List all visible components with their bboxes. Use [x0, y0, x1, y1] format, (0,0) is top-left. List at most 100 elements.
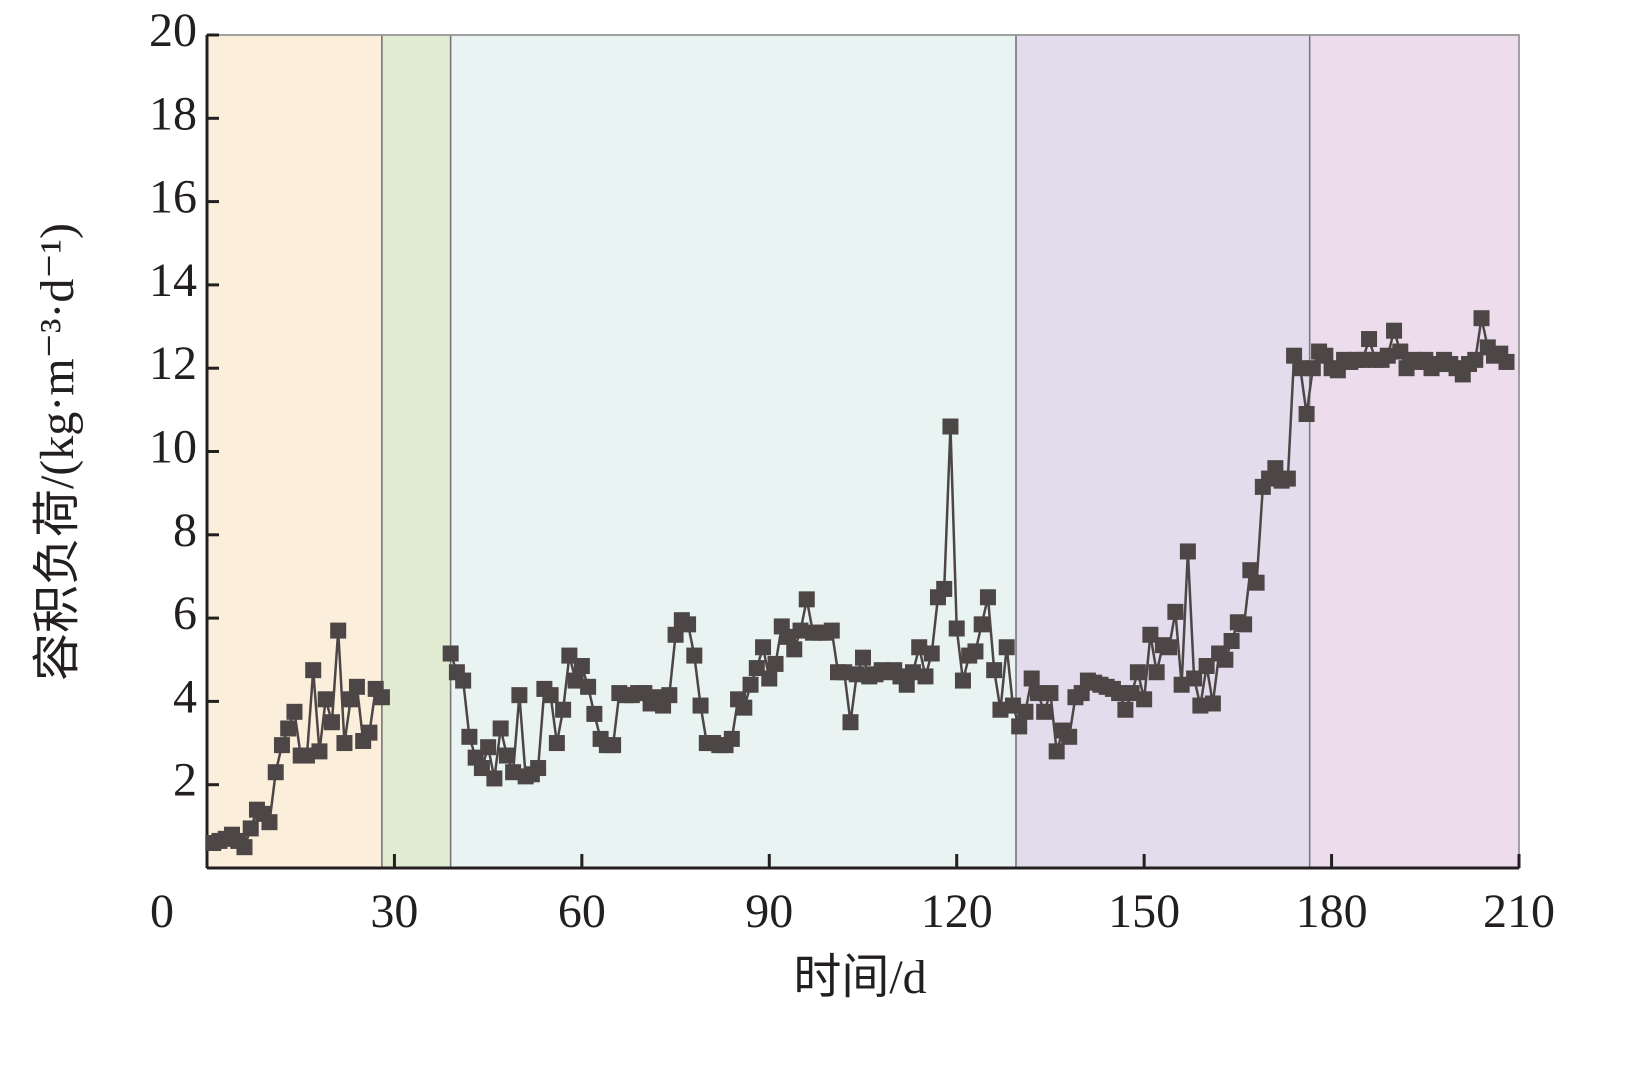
- data-point: [1023, 670, 1040, 687]
- data-point: [998, 639, 1015, 656]
- data-point: [1217, 651, 1234, 668]
- data-point: [323, 714, 340, 731]
- data-point: [580, 678, 597, 695]
- data-point: [1004, 697, 1021, 714]
- x-tick-label: 30: [370, 885, 418, 938]
- data-point: [317, 691, 334, 708]
- data-point: [1048, 743, 1065, 760]
- y-tick-label: 8: [173, 504, 197, 557]
- data-point: [1498, 353, 1515, 370]
- data-point: [486, 770, 503, 787]
- data-point: [280, 720, 297, 737]
- data-point: [992, 701, 1009, 718]
- data-point: [1117, 701, 1134, 718]
- data-point: [1467, 351, 1484, 368]
- data-point: [342, 691, 359, 708]
- data-point: [1386, 322, 1403, 339]
- data-point: [286, 703, 303, 720]
- data-point: [904, 664, 921, 681]
- data-point: [798, 591, 815, 608]
- data-point: [761, 670, 778, 687]
- data-point: [1279, 470, 1296, 487]
- data-point: [1473, 310, 1490, 327]
- data-point: [1036, 703, 1053, 720]
- y-tick-label: 20: [149, 4, 197, 57]
- y-tick-label: 14: [149, 254, 197, 307]
- data-point: [561, 647, 578, 664]
- data-point: [1204, 695, 1221, 712]
- data-point: [1248, 574, 1265, 591]
- data-point: [1392, 343, 1409, 360]
- data-point: [661, 687, 678, 704]
- x-tick-label: 0: [150, 885, 174, 938]
- data-point: [786, 641, 803, 658]
- y-tick-label: 6: [173, 587, 197, 640]
- data-point: [755, 639, 772, 656]
- data-point: [1286, 347, 1303, 364]
- data-point: [548, 735, 565, 752]
- data-point: [1148, 664, 1165, 681]
- x-tick-label: 180: [1296, 885, 1368, 938]
- region: [381, 34, 452, 869]
- data-point: [330, 622, 347, 639]
- data-point: [492, 720, 509, 737]
- data-point: [923, 645, 940, 662]
- data-point: [792, 622, 809, 639]
- data-point: [1029, 685, 1046, 702]
- x-tick-label: 90: [745, 885, 793, 938]
- data-point: [973, 616, 990, 633]
- data-point: [1111, 685, 1128, 702]
- data-point: [567, 672, 584, 689]
- data-point: [1379, 347, 1396, 364]
- data-point: [605, 737, 622, 754]
- data-point: [948, 620, 965, 637]
- data-point: [1298, 406, 1315, 423]
- data-point: [780, 628, 797, 645]
- data-point: [505, 764, 522, 781]
- data-point: [748, 660, 765, 677]
- data-point: [1017, 703, 1034, 720]
- data-point: [455, 672, 472, 689]
- data-point: [480, 739, 497, 756]
- data-point: [1236, 616, 1253, 633]
- data-point: [680, 616, 697, 633]
- data-point: [898, 676, 915, 693]
- data-point: [1173, 676, 1190, 693]
- data-point: [686, 647, 703, 664]
- x-tick-label: 210: [1483, 885, 1555, 938]
- data-point: [1123, 685, 1140, 702]
- data-point: [373, 689, 390, 706]
- data-point: [917, 668, 934, 685]
- region: [1308, 34, 1520, 869]
- data-point: [979, 589, 996, 606]
- data-point: [942, 418, 959, 435]
- data-point: [573, 657, 590, 674]
- data-point: [1186, 670, 1203, 687]
- data-point: [911, 639, 928, 656]
- data-point: [742, 676, 759, 693]
- data-point: [336, 735, 353, 752]
- data-point: [348, 678, 365, 695]
- y-axis-label: 容积负荷/(kg·m⁻³·d⁻¹): [31, 223, 84, 681]
- data-point: [1304, 360, 1321, 377]
- data-point: [936, 580, 953, 597]
- x-tick-label: 60: [558, 885, 606, 938]
- data-point: [1042, 685, 1059, 702]
- data-point: [1223, 633, 1240, 650]
- data-point: [1317, 347, 1334, 364]
- data-point: [736, 699, 753, 716]
- data-point: [1361, 331, 1378, 348]
- data-point: [1192, 697, 1209, 714]
- y-tick-label: 12: [149, 337, 197, 390]
- data-point: [530, 760, 547, 777]
- data-point: [842, 714, 859, 731]
- data-point: [1129, 664, 1146, 681]
- data-point: [473, 760, 490, 777]
- data-point: [461, 728, 478, 745]
- data-point: [954, 672, 971, 689]
- data-point: [1011, 718, 1028, 735]
- data-point: [242, 820, 259, 837]
- data-point: [823, 622, 840, 639]
- y-tick-label: 16: [149, 171, 197, 224]
- x-tick-label: 150: [1108, 885, 1180, 938]
